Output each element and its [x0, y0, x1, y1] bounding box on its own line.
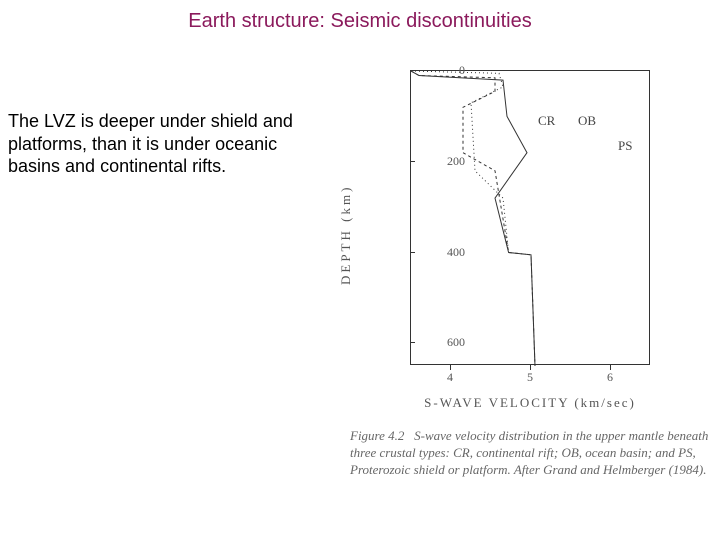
- curves-svg: [411, 71, 651, 366]
- figure-caption-label: Figure 4.2: [350, 428, 404, 443]
- y-tick-label: 400: [435, 245, 465, 260]
- x-tick-label: 6: [600, 370, 620, 385]
- figure-caption-text: S-wave velocity distribution in the uppe…: [350, 428, 708, 477]
- x-tick-label: 5: [520, 370, 540, 385]
- y-tick-mark: [410, 342, 415, 343]
- x-tick-mark: [530, 365, 531, 370]
- x-tick-mark: [450, 365, 451, 370]
- y-tick-mark: [410, 252, 415, 253]
- figure-caption: Figure 4.2 S-wave velocity distribution …: [350, 428, 710, 479]
- page-title: Earth structure: Seismic discontinuities: [0, 10, 720, 33]
- y-tick-label: 200: [435, 154, 465, 169]
- curve-ob: [411, 71, 535, 366]
- y-tick-label: 600: [435, 335, 465, 350]
- y-axis-label: DEPTH (km): [338, 185, 354, 285]
- y-tick-mark: [410, 161, 415, 162]
- curve-cr: [411, 71, 535, 366]
- plot-frame: [410, 70, 650, 365]
- y-tick-label: 0: [435, 63, 465, 78]
- x-tick-label: 4: [440, 370, 460, 385]
- x-tick-mark: [610, 365, 611, 370]
- curve-ps: [411, 71, 535, 366]
- curve-label-ob: OB: [578, 113, 596, 129]
- y-tick-mark: [410, 70, 415, 71]
- x-axis-label: S-WAVE VELOCITY (km/sec): [410, 395, 650, 411]
- body-paragraph: The LVZ is deeper under shield and platf…: [8, 110, 298, 178]
- curve-label-cr: CR: [538, 113, 555, 129]
- curve-label-ps: PS: [618, 138, 632, 154]
- figure: DEPTH (km) S-WAVE VELOCITY (km/sec) 0 200…: [330, 65, 710, 425]
